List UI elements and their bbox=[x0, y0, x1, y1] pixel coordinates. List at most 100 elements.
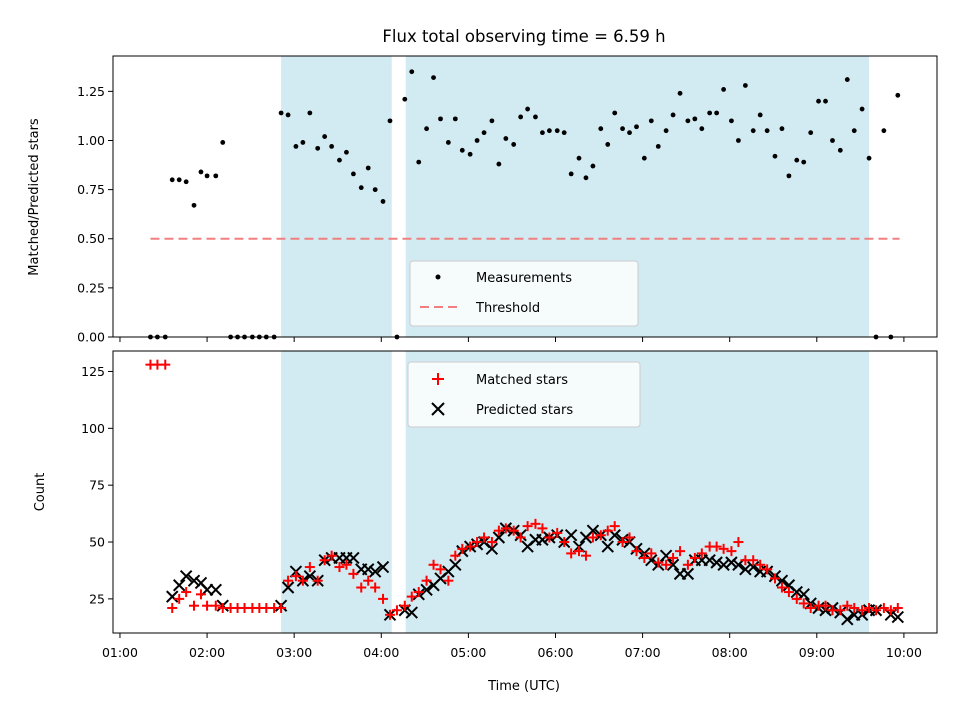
matched-marker-25 bbox=[326, 550, 337, 561]
matched-marker-56 bbox=[552, 527, 563, 538]
matched-marker-76 bbox=[696, 548, 707, 559]
measurement-point-73 bbox=[677, 90, 683, 96]
predicted-stroke-b-89 bbox=[790, 585, 803, 599]
predicted-stroke-b-78 bbox=[710, 556, 723, 569]
bottom-ytick-label-4: 125 bbox=[81, 364, 105, 379]
measurement-point-5 bbox=[183, 179, 189, 185]
measurement-point-91 bbox=[808, 130, 814, 136]
predicted-stroke-b-96 bbox=[841, 613, 854, 626]
measurement-point-89 bbox=[794, 157, 800, 163]
measurement-point-70 bbox=[655, 143, 661, 149]
measurement-point-8 bbox=[204, 173, 210, 179]
measurement-point-57 bbox=[561, 130, 567, 136]
top-ytick-label-5: 1.25 bbox=[77, 84, 105, 99]
matched-marker-41 bbox=[443, 575, 454, 586]
predicted-marker-96 bbox=[841, 613, 854, 626]
matched-stars-markers bbox=[145, 359, 903, 620]
predicted-marker-87 bbox=[775, 574, 789, 587]
predicted-marker-47 bbox=[485, 542, 499, 556]
measurement-point-45 bbox=[474, 138, 480, 143]
matched-marker-68 bbox=[639, 552, 650, 563]
matched-marker-21 bbox=[297, 575, 308, 586]
matched-marker-57 bbox=[559, 537, 570, 548]
measurement-point-78 bbox=[714, 110, 720, 116]
matched-marker-48 bbox=[493, 525, 504, 536]
bottom-y-ticks: 25 50 75 100 125 bbox=[81, 364, 113, 606]
matched-marker-42 bbox=[450, 550, 461, 561]
measurement-point-50 bbox=[511, 142, 517, 147]
predicted-stroke-b-72 bbox=[666, 558, 680, 571]
predicted-stroke-b-9 bbox=[209, 583, 222, 596]
predicted-stroke-b-7 bbox=[194, 576, 208, 590]
top-axes-frame bbox=[112, 55, 938, 338]
matched-marker-18 bbox=[276, 602, 287, 613]
bottom-ytick-label-3: 100 bbox=[81, 421, 105, 436]
measurement-point-90 bbox=[801, 159, 807, 165]
matched-marker-34 bbox=[391, 605, 402, 616]
matched-marker-55 bbox=[544, 532, 555, 543]
measurement-point-64 bbox=[612, 110, 618, 116]
measurement-point-72 bbox=[670, 112, 676, 118]
matched-marker-8 bbox=[202, 600, 213, 611]
matched-marker-80 bbox=[726, 546, 737, 557]
matched-marker-96 bbox=[842, 600, 853, 611]
matched-marker-87 bbox=[776, 582, 787, 593]
matched-marker-98 bbox=[857, 605, 868, 616]
predicted-marker-6 bbox=[187, 574, 201, 587]
measurement-point-74 bbox=[685, 118, 691, 124]
measurement-point-26 bbox=[337, 157, 342, 163]
predicted-stroke-b-6 bbox=[187, 574, 201, 587]
predicted-marker-80 bbox=[725, 556, 738, 569]
matched-marker-33 bbox=[384, 609, 395, 620]
matched-marker-2 bbox=[160, 359, 171, 370]
matched-marker-39 bbox=[428, 559, 439, 570]
top-legend: Measurements Threshold bbox=[409, 260, 639, 327]
measurement-point-87 bbox=[779, 126, 785, 132]
measurement-point-40 bbox=[438, 116, 443, 122]
matched-marker-59 bbox=[574, 546, 585, 557]
predicted-marker-89 bbox=[790, 585, 803, 599]
matched-marker-69 bbox=[646, 548, 657, 559]
measurement-point-58 bbox=[568, 171, 574, 177]
bottom-xtick-label-3: 04:00 bbox=[363, 645, 399, 660]
predicted-marker-36 bbox=[405, 606, 418, 619]
measurement-point-54 bbox=[540, 130, 545, 136]
measurement-point-42 bbox=[452, 116, 458, 122]
matched-marker-49 bbox=[500, 523, 511, 534]
predicted-stroke-b-87 bbox=[775, 574, 789, 587]
measurement-point-99 bbox=[866, 155, 872, 161]
predicted-marker-103 bbox=[891, 610, 905, 624]
bottom-xtick-label-8: 09:00 bbox=[799, 645, 835, 660]
top-legend-box bbox=[409, 260, 639, 327]
measurement-point-88 bbox=[786, 173, 792, 179]
bottom-legend-box bbox=[407, 361, 641, 428]
measurement-point-62 bbox=[598, 126, 604, 132]
predicted-marker-69 bbox=[645, 554, 658, 567]
measurement-point-9 bbox=[213, 173, 219, 179]
predicted-marker-32 bbox=[376, 560, 390, 574]
bottom-x-ticks: 01:00 02:00 03:00 04:00 05:00 06:00 07:00 08:00… bbox=[102, 633, 922, 660]
predicted-marker-58 bbox=[564, 529, 578, 542]
matched-marker-46 bbox=[479, 532, 490, 543]
top-y-ticks: 0.00 0.25 0.50 0.75 1.00 1.25 bbox=[77, 84, 113, 345]
matched-marker-97 bbox=[849, 602, 860, 613]
matched-marker-95 bbox=[835, 605, 846, 616]
top-ytick-label-0: 0.00 bbox=[77, 330, 105, 345]
measurement-point-24 bbox=[322, 134, 328, 139]
bottom-ytick-label-1: 50 bbox=[89, 535, 105, 550]
top-ytick-label-2: 0.50 bbox=[77, 231, 105, 246]
measurement-point-19 bbox=[285, 112, 291, 118]
measurement-point-67 bbox=[634, 124, 639, 130]
measurement-point-96 bbox=[844, 77, 850, 82]
matched-marker-71 bbox=[661, 559, 672, 570]
measurement-point-79 bbox=[721, 87, 726, 92]
measurement-point-52 bbox=[525, 106, 531, 112]
measurement-point-3 bbox=[169, 177, 175, 183]
top-ytick-label-1: 0.25 bbox=[77, 280, 105, 295]
matched-marker-38 bbox=[421, 575, 432, 586]
legend-predicted-label: Predicted stars bbox=[476, 403, 573, 418]
predicted-marker-77 bbox=[703, 554, 716, 567]
matched-marker-67 bbox=[631, 546, 642, 557]
bottom-ytick-label-0: 25 bbox=[89, 591, 105, 606]
matched-marker-84 bbox=[755, 559, 766, 570]
